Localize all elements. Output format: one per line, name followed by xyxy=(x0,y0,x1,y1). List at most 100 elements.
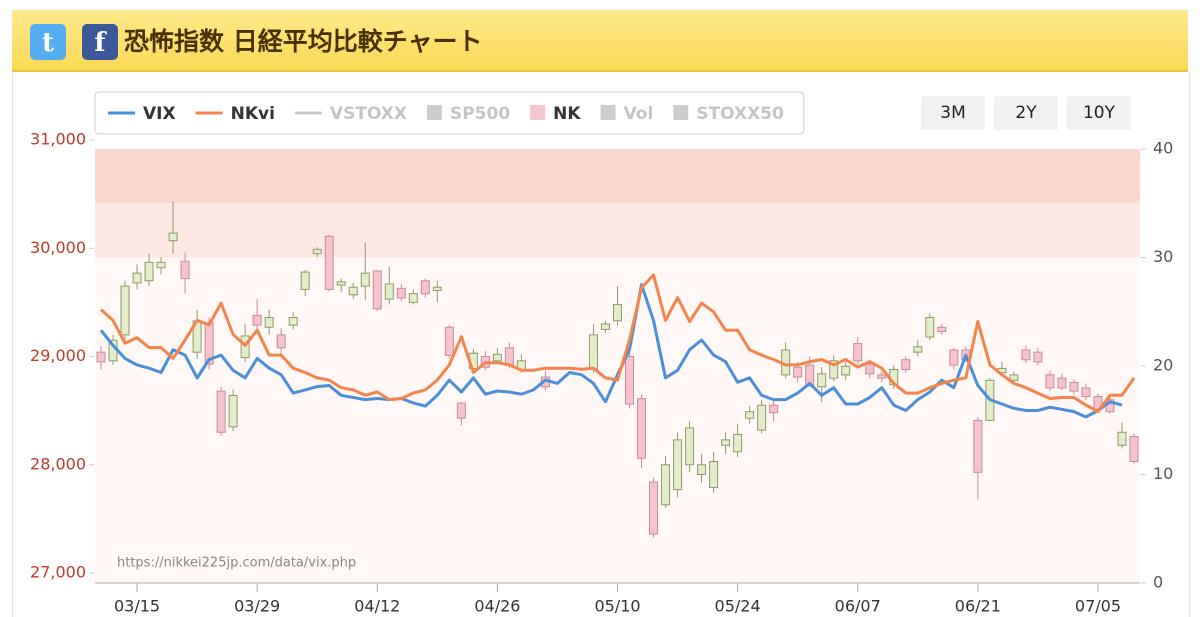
candle-body xyxy=(769,404,779,414)
candle-body xyxy=(937,326,947,333)
candle-body xyxy=(757,404,767,431)
candle-body xyxy=(300,271,310,290)
candle-body xyxy=(913,346,923,353)
candle-body xyxy=(264,317,274,328)
candle-body xyxy=(817,373,827,388)
candle-body xyxy=(673,439,683,491)
facebook-button[interactable]: f xyxy=(82,24,118,60)
x-tick-label: 06/21 xyxy=(955,597,1001,616)
y2-tick-label: 30 xyxy=(1153,247,1173,266)
candle-body xyxy=(865,363,875,375)
x-tick-label: 05/10 xyxy=(594,597,640,616)
source-note: https://nikkei225jp.com/data/vix.php xyxy=(117,556,356,571)
candle-body xyxy=(901,359,911,370)
candle-body xyxy=(973,419,983,473)
candle-body xyxy=(168,232,178,242)
page-title: 恐怖指数 日経平均比較チャート xyxy=(124,27,483,56)
x-tick-label: 06/07 xyxy=(835,597,881,616)
candle-body xyxy=(745,411,755,419)
candle-body xyxy=(625,356,635,405)
candle-body xyxy=(829,360,839,379)
x-tick-label: 04/12 xyxy=(354,597,400,616)
candle-body xyxy=(649,481,659,535)
legend-label[interactable]: SP500 xyxy=(450,104,510,124)
candle-body xyxy=(228,394,238,428)
candle-body xyxy=(324,235,334,290)
x-tick-label: 04/26 xyxy=(474,597,520,616)
candle-body xyxy=(348,286,358,296)
range-button[interactable]: 3M xyxy=(921,96,985,130)
legend-label[interactable]: NK xyxy=(553,104,581,124)
candle-body xyxy=(504,347,514,366)
series-line xyxy=(99,273,1136,414)
candle-body xyxy=(709,461,719,488)
legend: VIX NKvi VSTOXX SP500 NK Vol STOXX50 xyxy=(94,91,805,135)
band xyxy=(95,203,1140,258)
legend-label[interactable]: NKvi xyxy=(231,104,275,124)
legend-symbol xyxy=(426,105,442,120)
candle-body xyxy=(588,334,598,370)
candle-body xyxy=(877,374,887,379)
candle-body xyxy=(276,334,286,349)
candle-body xyxy=(312,248,322,255)
legend-symbol xyxy=(600,105,616,120)
series-line xyxy=(99,283,1123,419)
candle-body xyxy=(637,398,647,459)
y-tick-label: 31,000 xyxy=(30,130,86,149)
candle-body xyxy=(120,285,130,336)
candle-body xyxy=(841,365,851,376)
candle-body xyxy=(360,272,370,287)
legend-label[interactable]: VSTOXX xyxy=(330,104,407,124)
candle-body xyxy=(456,402,466,419)
y-tick-label: 30,000 xyxy=(30,238,86,257)
chart-panel xyxy=(12,72,1190,617)
x-tick-label: 03/29 xyxy=(234,597,280,616)
candle-body xyxy=(132,272,142,284)
candle-body xyxy=(1045,374,1055,389)
candle-body xyxy=(1129,436,1139,463)
legend-symbol xyxy=(530,105,546,120)
candle-body xyxy=(1057,377,1067,389)
range-button[interactable]: 2Y xyxy=(994,96,1058,130)
candle-body xyxy=(853,343,863,362)
y2-tick-label: 0 xyxy=(1153,573,1163,592)
candle-body xyxy=(661,464,671,506)
x-tick-label: 07/05 xyxy=(1075,597,1121,616)
y2-tick-label: 20 xyxy=(1153,356,1173,375)
candle-body xyxy=(925,317,935,338)
band xyxy=(95,149,1140,204)
candle-body xyxy=(156,261,166,269)
candle-body xyxy=(336,281,346,286)
y2-tick-label: 40 xyxy=(1153,139,1173,158)
y2-tick-label: 10 xyxy=(1153,464,1173,483)
candle-body xyxy=(805,364,815,386)
candle-body xyxy=(180,260,190,280)
legend-box xyxy=(94,91,805,135)
candle-body xyxy=(1033,351,1043,363)
candle-body xyxy=(492,353,502,362)
candle-body xyxy=(721,439,731,446)
twitter-button[interactable]: t xyxy=(30,24,66,60)
header: t f 恐怖指数 日経平均比較チャート xyxy=(12,10,1188,72)
candle-body xyxy=(288,317,298,326)
candle-body xyxy=(252,314,262,326)
y-tick-label: 29,000 xyxy=(30,346,86,365)
legend-label[interactable]: VIX xyxy=(143,104,176,124)
candle-body xyxy=(396,287,406,299)
legend-label[interactable]: Vol xyxy=(624,104,654,124)
range-button[interactable]: 10Y xyxy=(1067,96,1131,130)
legend-label[interactable]: STOXX50 xyxy=(696,104,784,124)
candle-body xyxy=(420,280,430,295)
candle-body xyxy=(1021,349,1031,361)
candle-body xyxy=(613,304,622,322)
candle-body xyxy=(697,464,707,475)
candle-body xyxy=(216,390,226,433)
candle-body xyxy=(372,270,382,310)
y-tick-label: 28,000 xyxy=(30,454,86,473)
candle-body xyxy=(733,433,743,453)
candle-body xyxy=(1117,431,1127,446)
legend-symbol xyxy=(673,105,689,120)
candle-body xyxy=(1081,387,1091,398)
